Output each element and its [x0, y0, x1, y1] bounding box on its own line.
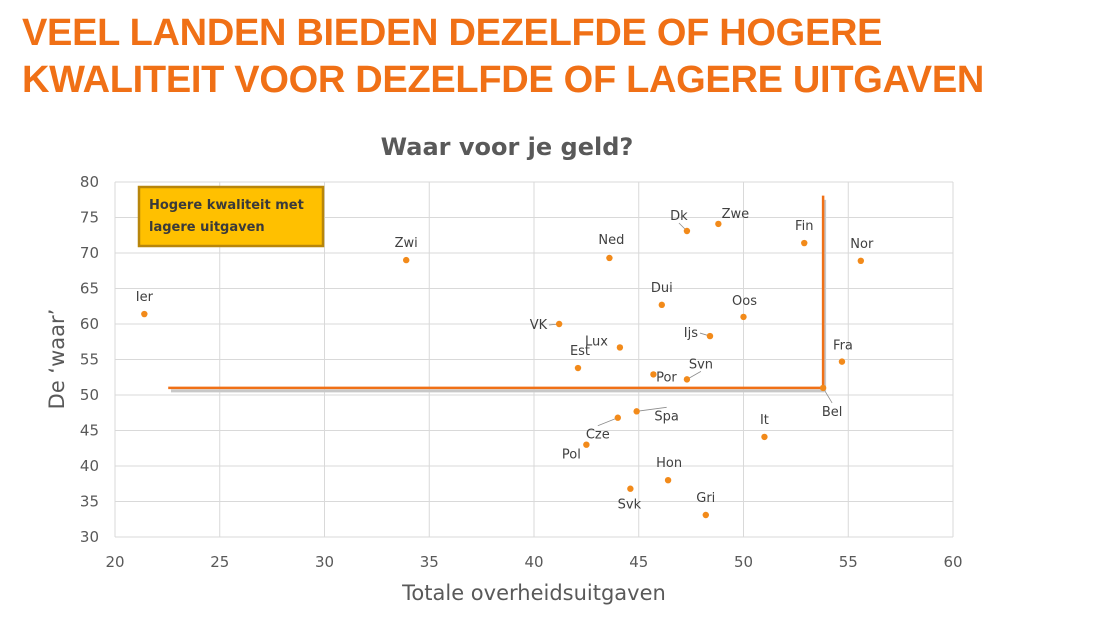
point-label-svn: Svn: [689, 357, 713, 372]
data-point-cze: [614, 414, 621, 421]
data-point-pol: [583, 441, 590, 448]
data-point-zwe: [715, 220, 722, 228]
y-tick-label: 55: [80, 351, 99, 369]
data-point-oos: [740, 313, 747, 321]
y-tick-label: 50: [80, 386, 99, 404]
data-point-svn: [683, 376, 691, 383]
point-label-dui: Dui: [651, 281, 673, 296]
y-tick-label: 45: [80, 422, 99, 440]
headline-line-1: VEEL LANDEN BIEDEN DEZELFDE OF HOGERE: [22, 12, 883, 54]
x-tick-label: 60: [943, 553, 962, 571]
x-tick-label: 20: [105, 553, 124, 571]
data-point-nor: [857, 257, 865, 265]
y-tick-label: 60: [80, 315, 99, 333]
point-label-fra: Fra: [833, 339, 853, 354]
x-axis-label: Totale overheidsuitgaven: [401, 581, 666, 605]
data-point-fra: [838, 358, 846, 365]
leader-line: [597, 417, 618, 427]
point-label-vk: VK: [530, 318, 548, 333]
y-tick-label: 35: [80, 493, 99, 511]
y-tick-label: 65: [80, 280, 99, 298]
data-point-spa: [633, 408, 640, 415]
point-label-est: Est: [570, 344, 590, 359]
point-label-gri: Gri: [696, 491, 715, 506]
annotation-line-2: lagere uitgaven: [149, 220, 265, 235]
data-point-dui: [658, 301, 665, 309]
data-point-svk: [627, 485, 634, 492]
point-label-ijs: Ijs: [684, 326, 698, 341]
point-label-ier: Ier: [136, 290, 154, 305]
x-tick-label: 45: [629, 553, 648, 571]
data-point-vk: [555, 320, 563, 328]
data-point-gri: [702, 511, 709, 519]
data-point-por: [650, 371, 657, 378]
data-point-ier: [141, 310, 148, 318]
annotation-line-1: Hogere kwaliteit met: [149, 198, 304, 213]
point-label-svk: Svk: [618, 498, 642, 513]
point-label-dk: Dk: [670, 209, 688, 224]
data-point-fin: [801, 239, 808, 247]
data-point-bel: [819, 384, 827, 392]
x-tick-label: 55: [839, 553, 858, 571]
y-tick-label: 30: [80, 528, 99, 546]
point-label-nor: Nor: [850, 237, 874, 252]
data-point-ned: [606, 254, 613, 262]
x-tick-label: 35: [420, 553, 439, 571]
point-label-hon: Hon: [656, 456, 682, 471]
point-label-bel: Bel: [822, 405, 843, 420]
point-label-ned: Ned: [598, 233, 624, 248]
data-point-lux: [616, 344, 624, 351]
data-point-it: [761, 433, 768, 441]
x-tick-label: 40: [524, 553, 543, 571]
x-tick-label: 25: [210, 553, 229, 571]
point-label-cze: Cze: [586, 428, 610, 443]
point-label-zwi: Zwi: [395, 236, 418, 251]
point-label-it: It: [760, 413, 769, 428]
point-label-oos: Oos: [732, 294, 757, 309]
y-tick-label: 80: [80, 173, 99, 191]
headline: VEEL LANDEN BIEDEN DEZELFDE OF HOGERE KW…: [22, 10, 1092, 104]
point-label-fin: Fin: [795, 219, 813, 234]
point-label-lux: Lux: [585, 334, 608, 349]
data-point-est: [574, 364, 582, 372]
data-point-dk: [683, 227, 691, 235]
x-tick-label: 30: [315, 553, 334, 571]
x-tick-label: 50: [734, 553, 753, 571]
data-point-ijs: [706, 332, 714, 340]
y-tick-label: 40: [80, 457, 99, 475]
point-label-por: Por: [656, 370, 677, 385]
leader-line: [636, 406, 667, 412]
data-point-hon: [664, 477, 672, 484]
y-tick-label: 70: [80, 244, 99, 262]
y-tick-label: 75: [80, 209, 99, 227]
y-axis-label: De ‘waar’: [45, 309, 69, 410]
data-point-zwi: [403, 256, 410, 264]
chart-title: Waar voor je geld?: [381, 133, 634, 161]
point-label-pol: Pol: [562, 448, 581, 463]
annotation-box: Hogere kwaliteit met lagere uitgaven: [137, 185, 325, 248]
headline-line-2: KWALITEIT VOOR DEZELFDE OF LAGERE UITGAV…: [22, 59, 985, 101]
point-label-spa: Spa: [654, 409, 678, 424]
point-label-zwe: Zwe: [722, 207, 750, 222]
